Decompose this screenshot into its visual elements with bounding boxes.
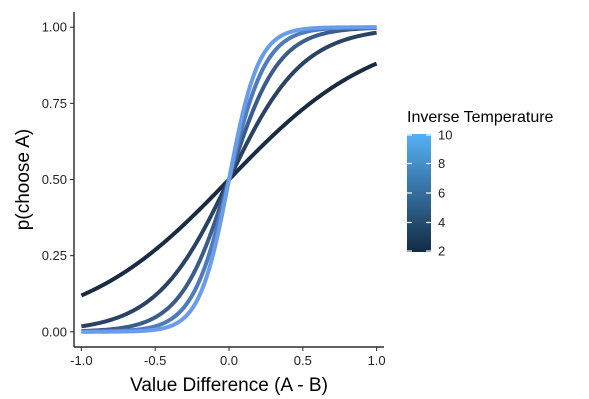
y-tick-label: 1.00 (42, 20, 67, 35)
x-tick-label: -1.0 (70, 353, 92, 368)
x-ticks: -1.0 -0.5 0.0 0.5 1.0 (70, 347, 386, 368)
legend-tick-label: 6 (438, 186, 445, 201)
legend-tick-label: 8 (438, 156, 445, 171)
y-tick-label: 0.50 (42, 172, 67, 187)
legend-tick-label: 4 (438, 215, 445, 230)
y-tick-label: 0.25 (42, 248, 67, 263)
legend-title: Inverse Temperature (407, 109, 554, 126)
series-line-beta-10 (80, 25, 378, 334)
x-tick-label: 0.5 (294, 353, 312, 368)
y-tick-label: 0.00 (42, 324, 67, 339)
legend: Inverse Temperature 2 4 6 8 10 (407, 109, 554, 259)
y-ticks: 0.00 0.25 0.50 0.75 1.00 (42, 20, 74, 339)
legend-tick-label: 2 (438, 244, 445, 259)
legend-tick-label: 10 (438, 128, 452, 143)
y-axis-title: p(choose A) (13, 129, 34, 230)
plot-lines (80, 25, 378, 334)
x-tick-label: 1.0 (368, 353, 386, 368)
legend-ticks: 2 4 6 8 10 (407, 128, 452, 259)
x-tick-label: 0.0 (220, 353, 238, 368)
x-tick-label: -0.5 (144, 353, 166, 368)
y-tick-label: 0.75 (42, 96, 67, 111)
x-axis-title: Value Difference (A - B) (130, 375, 328, 396)
